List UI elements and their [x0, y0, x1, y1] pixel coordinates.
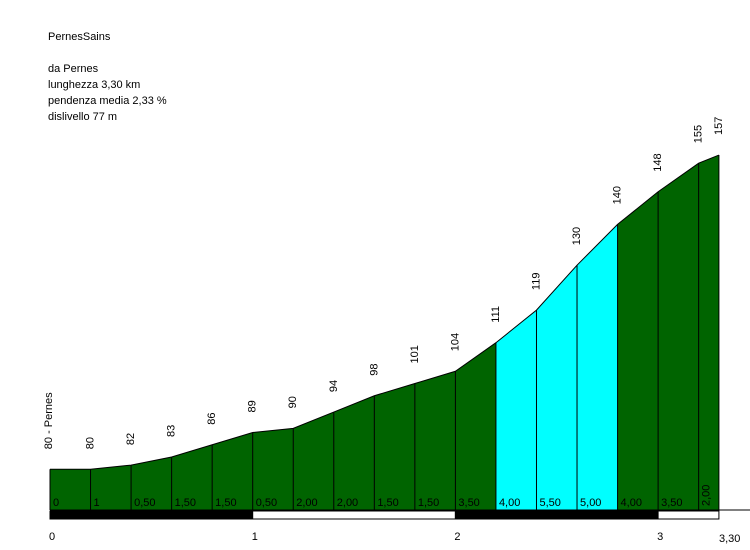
altitude-label: 157 [713, 117, 725, 135]
gradient-label: 0,50 [256, 497, 277, 509]
altitude-label: 111 [490, 306, 502, 323]
altitude-label: 80 [85, 437, 97, 449]
profile-segment [293, 412, 334, 510]
altitude-label: 119 [530, 273, 542, 291]
gradient-label: 3,50 [458, 497, 479, 509]
km-scale-block [49, 510, 254, 520]
gradient-label: 2,00 [296, 497, 317, 509]
altitude-label: 90 [287, 396, 299, 408]
altitude-label: 148 [652, 153, 664, 171]
km-scale-block [454, 510, 659, 520]
profile-segment [90, 465, 132, 510]
profile-segment [212, 432, 253, 510]
profile-segment [495, 310, 537, 510]
altitude-label: 86 [206, 412, 218, 424]
gradient-label: 0,50 [134, 497, 155, 509]
altitude-label: 82 [125, 433, 137, 445]
gradient-label: 1,50 [175, 497, 196, 509]
altitude-label: 140 [612, 186, 624, 204]
gradient-label: 4,00 [621, 497, 642, 509]
profile-segment [617, 191, 659, 510]
gradient-label: 2,00 [337, 497, 358, 509]
gradient-label: 1,50 [215, 497, 236, 509]
km-tick-label: 0 [49, 531, 55, 543]
profile-segment [171, 444, 213, 510]
gradient-label: 1,50 [377, 497, 398, 509]
profile-segment [333, 395, 375, 510]
gradient-label: 1 [94, 497, 100, 509]
profile-segment [252, 428, 294, 510]
gradient-label: 5,00 [580, 497, 601, 509]
gradient-label: 2,00 [701, 485, 713, 506]
altitude-label: 83 [166, 425, 178, 437]
km-tick-label: 2 [454, 531, 460, 543]
gradient-label: 0 [53, 497, 59, 509]
route-title: PernesSains [48, 31, 111, 43]
length-label: lunghezza 3,30 km [48, 79, 141, 91]
profile-segment [414, 371, 456, 510]
gradient-label: 3,50 [661, 497, 682, 509]
km-tick-label: 3 [657, 531, 663, 543]
km-scale-block [657, 510, 720, 520]
gradient-label: 4,00 [499, 497, 520, 509]
profile-segment [536, 265, 578, 510]
altitude-label: 130 [571, 227, 583, 245]
profile-segment [698, 155, 719, 511]
gradient-label: pendenza media 2,33 % [48, 95, 167, 107]
altitude-label: 155 [693, 125, 705, 143]
profile-segment [455, 342, 496, 510]
altitude-label: 80 - Pernes [43, 392, 55, 449]
profile-segment [374, 383, 415, 510]
altitude-label: 101 [409, 345, 421, 363]
profile-outline [50, 154, 720, 470]
altitude-label: 94 [328, 380, 340, 392]
km-scale-block [252, 510, 456, 520]
altitude-label: 89 [247, 400, 259, 412]
altitude-label: 98 [368, 364, 380, 376]
gradient-label: 1,50 [418, 497, 439, 509]
gradient-label: 5,50 [539, 497, 560, 509]
km-tick-label: 1 [252, 531, 258, 543]
profile-segment [50, 469, 91, 510]
start-label: da Pernes [48, 63, 99, 75]
profile-segment [658, 163, 699, 510]
distance-end-label: 3,30 [719, 533, 740, 545]
profile-segment [131, 456, 172, 510]
info-panel: PernesSains da Pernes lunghezza 3,30 km … [48, 29, 167, 125]
altitude-label: 104 [449, 333, 461, 351]
climb-label: dislivello 77 m [48, 111, 118, 123]
profile-segment [577, 224, 618, 510]
